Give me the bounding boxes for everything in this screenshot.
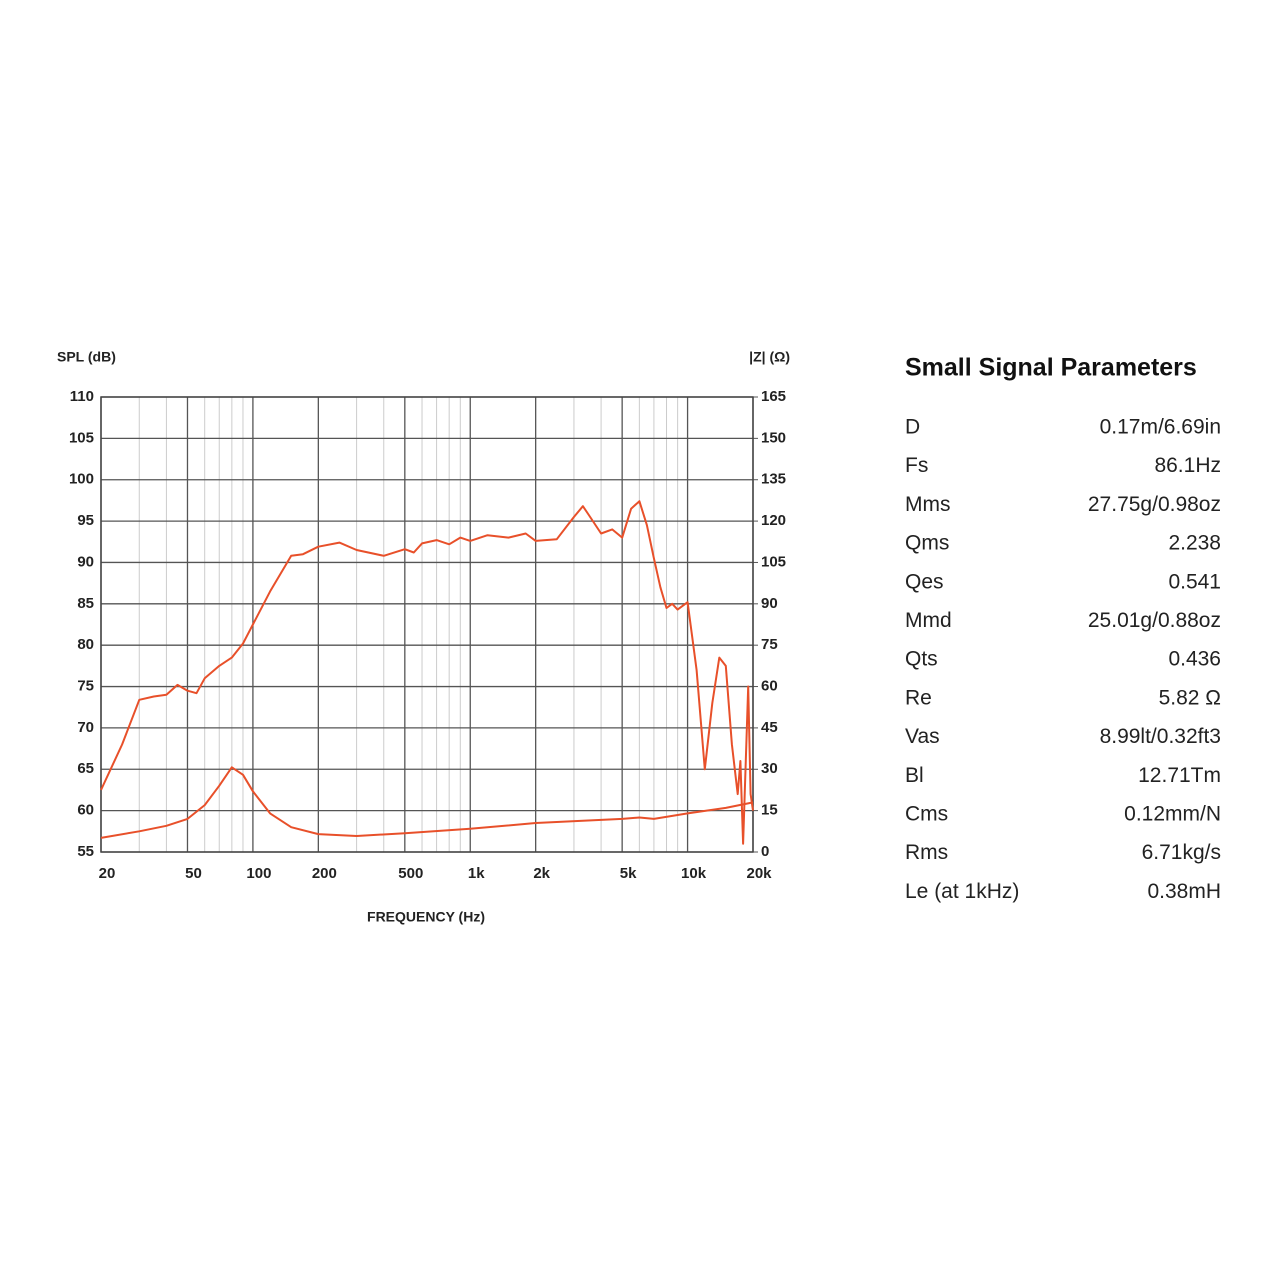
y-tick-label: 110 xyxy=(70,388,94,405)
param-value: 0.436 xyxy=(1168,648,1221,671)
y2-tick-label: 90 xyxy=(761,595,778,612)
y-tick-label: 95 xyxy=(77,512,94,529)
param-name: Cms xyxy=(905,803,948,826)
y-tick-label: 65 xyxy=(77,760,94,777)
y2-tick-label: 75 xyxy=(761,636,778,653)
param-value: 2.238 xyxy=(1168,532,1221,555)
param-value: 86.1Hz xyxy=(1154,454,1221,477)
y-tick-label: 90 xyxy=(77,553,94,570)
x-tick-label: 1k xyxy=(468,865,485,882)
param-value: 6.71kg/s xyxy=(1142,841,1221,864)
param-name: Mms xyxy=(905,493,951,516)
param-name: Qes xyxy=(905,570,944,593)
y2-tick-label: 0 xyxy=(761,843,769,860)
y-tick-label: 85 xyxy=(77,595,94,612)
param-value: 25.01g/0.88oz xyxy=(1088,609,1221,632)
param-name: Bl xyxy=(905,764,924,787)
table-title: Small Signal Parameters xyxy=(905,354,1197,382)
x-tick-label: 20 xyxy=(99,865,116,882)
param-name: Qts xyxy=(905,648,938,671)
x-tick-label: 10k xyxy=(681,865,707,882)
param-value: 27.75g/0.98oz xyxy=(1088,493,1221,516)
param-value: 12.71Tm xyxy=(1138,764,1221,787)
param-value: 8.99lt/0.32ft3 xyxy=(1100,725,1221,748)
y-tick-label: 75 xyxy=(77,678,94,695)
param-name: Mmd xyxy=(905,609,952,632)
param-value: 0.17m/6.69in xyxy=(1100,416,1221,439)
param-name: D xyxy=(905,416,920,439)
x-axis-label: FREQUENCY (Hz) xyxy=(367,909,485,925)
param-name: Le (at 1kHz) xyxy=(905,880,1019,903)
x-tick-label: 20k xyxy=(746,865,772,882)
param-value: 5.82 Ω xyxy=(1159,686,1221,709)
x-tick-label: 5k xyxy=(620,865,637,882)
y2-tick-label: 105 xyxy=(761,553,786,570)
y-axis-label: SPL (dB) xyxy=(57,349,116,365)
y2-tick-label: 120 xyxy=(761,512,786,529)
x-tick-label: 200 xyxy=(312,865,337,882)
y2-tick-label: 165 xyxy=(761,388,786,405)
y2-axis-label: |Z| (Ω) xyxy=(749,349,790,365)
x-tick-label: 100 xyxy=(246,865,271,882)
param-value: 0.38mH xyxy=(1147,880,1221,903)
y2-tick-label: 15 xyxy=(761,802,778,819)
y-tick-label: 100 xyxy=(69,471,94,488)
y-tick-label: 80 xyxy=(77,636,94,653)
y2-tick-label: 30 xyxy=(761,760,778,777)
data-line xyxy=(100,766,754,839)
y-tick-label: 105 xyxy=(69,429,94,446)
y2-tick-label: 45 xyxy=(761,719,778,736)
data-line xyxy=(100,500,754,845)
param-name: Vas xyxy=(905,725,940,748)
param-name: Qms xyxy=(905,532,949,555)
y-tick-label: 70 xyxy=(77,719,94,736)
param-value: 0.12mm/N xyxy=(1124,803,1221,826)
y2-tick-label: 135 xyxy=(761,471,786,488)
y-tick-label: 60 xyxy=(77,802,94,819)
y-tick-label: 55 xyxy=(77,843,94,860)
x-tick-label: 50 xyxy=(185,865,202,882)
param-name: Re xyxy=(905,686,932,709)
x-tick-label: 2k xyxy=(533,865,550,882)
param-name: Fs xyxy=(905,454,928,477)
y2-tick-label: 60 xyxy=(761,678,778,695)
x-tick-label: 500 xyxy=(398,865,423,882)
param-value: 0.541 xyxy=(1168,570,1221,593)
plot-frame xyxy=(100,396,754,853)
y2-tick-label: 150 xyxy=(761,429,786,446)
param-name: Rms xyxy=(905,841,948,864)
